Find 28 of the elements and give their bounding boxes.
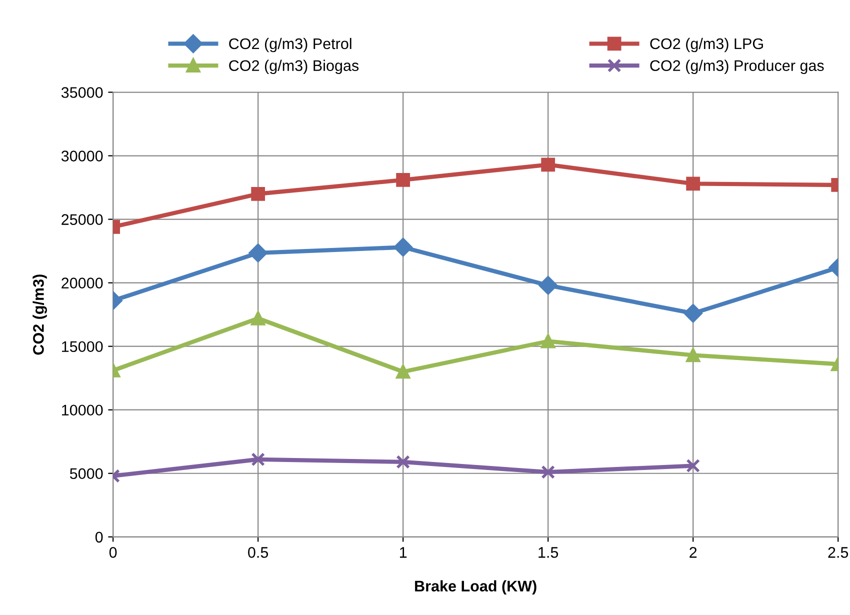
x-tick-label: 0.5 (248, 547, 268, 558)
legend-label: CO2 (g/m3) Petrol (229, 38, 352, 52)
y-tick-label: 20000 (62, 278, 103, 288)
x-tick-label: 2 (690, 547, 697, 558)
legend-label: CO2 (g/m3) Producer gas (650, 60, 824, 74)
y-tick-label: 10000 (62, 404, 103, 416)
y-tick-label: 15000 (62, 341, 103, 352)
point (541, 158, 556, 172)
point (396, 172, 410, 187)
point (396, 454, 410, 469)
point (541, 334, 556, 348)
y-axis-title: CO2 (g/m3) (32, 274, 47, 355)
point (541, 465, 556, 480)
y-tick-label: 25000 (62, 214, 103, 225)
x-tick-label: 0 (109, 547, 117, 558)
x-tick-label: 1.5 (538, 547, 558, 558)
legend-label: CO2 (g/m3) Biogas (229, 60, 359, 74)
point (394, 238, 412, 256)
x-axis-title: Brake Load (KW) (415, 580, 536, 595)
y-tick-label: 35000 (61, 87, 103, 98)
y-tick-label: 0 (95, 532, 103, 543)
y-tick-label: 5000 (70, 468, 103, 480)
point (396, 364, 410, 379)
point (538, 276, 558, 295)
legend-label: CO2 (g/m3) LPG (650, 38, 763, 52)
y-tick-label: 30000 (61, 150, 103, 162)
x-tick-label: 2.5 (828, 547, 848, 558)
x-tick-label: 1 (400, 547, 407, 558)
